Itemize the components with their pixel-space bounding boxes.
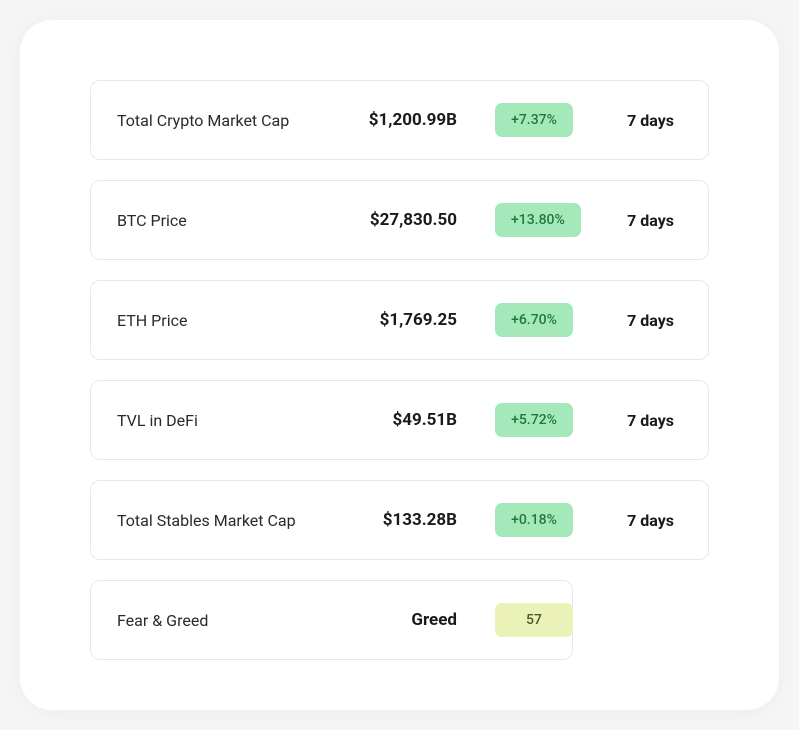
metric-value: $1,200.99B xyxy=(327,110,457,130)
metric-row-fear-greed: Fear & Greed Greed 57 xyxy=(90,580,573,660)
fear-greed-value: Greed xyxy=(327,610,457,630)
metric-value: $133.28B xyxy=(327,510,457,530)
metric-period: 7 days xyxy=(627,311,682,330)
metric-label: Total Stables Market Cap xyxy=(117,511,327,530)
metrics-card: Total Crypto Market Cap $1,200.99B +7.37… xyxy=(20,20,779,710)
change-badge: +0.18% xyxy=(495,503,573,537)
metric-period: 7 days xyxy=(627,111,682,130)
metric-change: +7.37% xyxy=(495,103,573,137)
metric-period: 7 days xyxy=(627,511,682,530)
change-badge: +6.70% xyxy=(495,303,573,337)
metric-period: 7 days xyxy=(627,411,682,430)
change-badge: +7.37% xyxy=(495,103,573,137)
metric-value: $1,769.25 xyxy=(327,310,457,330)
metric-label: Total Crypto Market Cap xyxy=(117,111,327,130)
metric-change: +0.18% xyxy=(495,503,573,537)
metric-period: 7 days xyxy=(627,211,682,230)
change-badge: +13.80% xyxy=(495,203,581,237)
metric-row-tvl-in-defi: TVL in DeFi $49.51B +5.72% 7 days xyxy=(90,380,709,460)
change-badge: +5.72% xyxy=(495,403,573,437)
metric-value: $49.51B xyxy=(327,410,457,430)
metric-row-btc-price: BTC Price $27,830.50 +13.80% 7 days xyxy=(90,180,709,260)
metric-row-total-stables-market-cap: Total Stables Market Cap $133.28B +0.18%… xyxy=(90,480,709,560)
metric-change: +5.72% xyxy=(495,403,573,437)
fear-greed-label: Fear & Greed xyxy=(117,611,327,630)
fear-greed-score-badge: 57 xyxy=(495,603,573,637)
metric-label: TVL in DeFi xyxy=(117,411,327,430)
metric-row-eth-price: ETH Price $1,769.25 +6.70% 7 days xyxy=(90,280,709,360)
metric-change: +13.80% xyxy=(495,203,581,237)
metric-label: ETH Price xyxy=(117,311,327,330)
fear-greed-score-wrap: 57 xyxy=(495,603,573,637)
metric-label: BTC Price xyxy=(117,211,327,230)
metric-change: +6.70% xyxy=(495,303,573,337)
metric-value: $27,830.50 xyxy=(327,210,457,230)
metric-row-total-crypto-market-cap: Total Crypto Market Cap $1,200.99B +7.37… xyxy=(90,80,709,160)
